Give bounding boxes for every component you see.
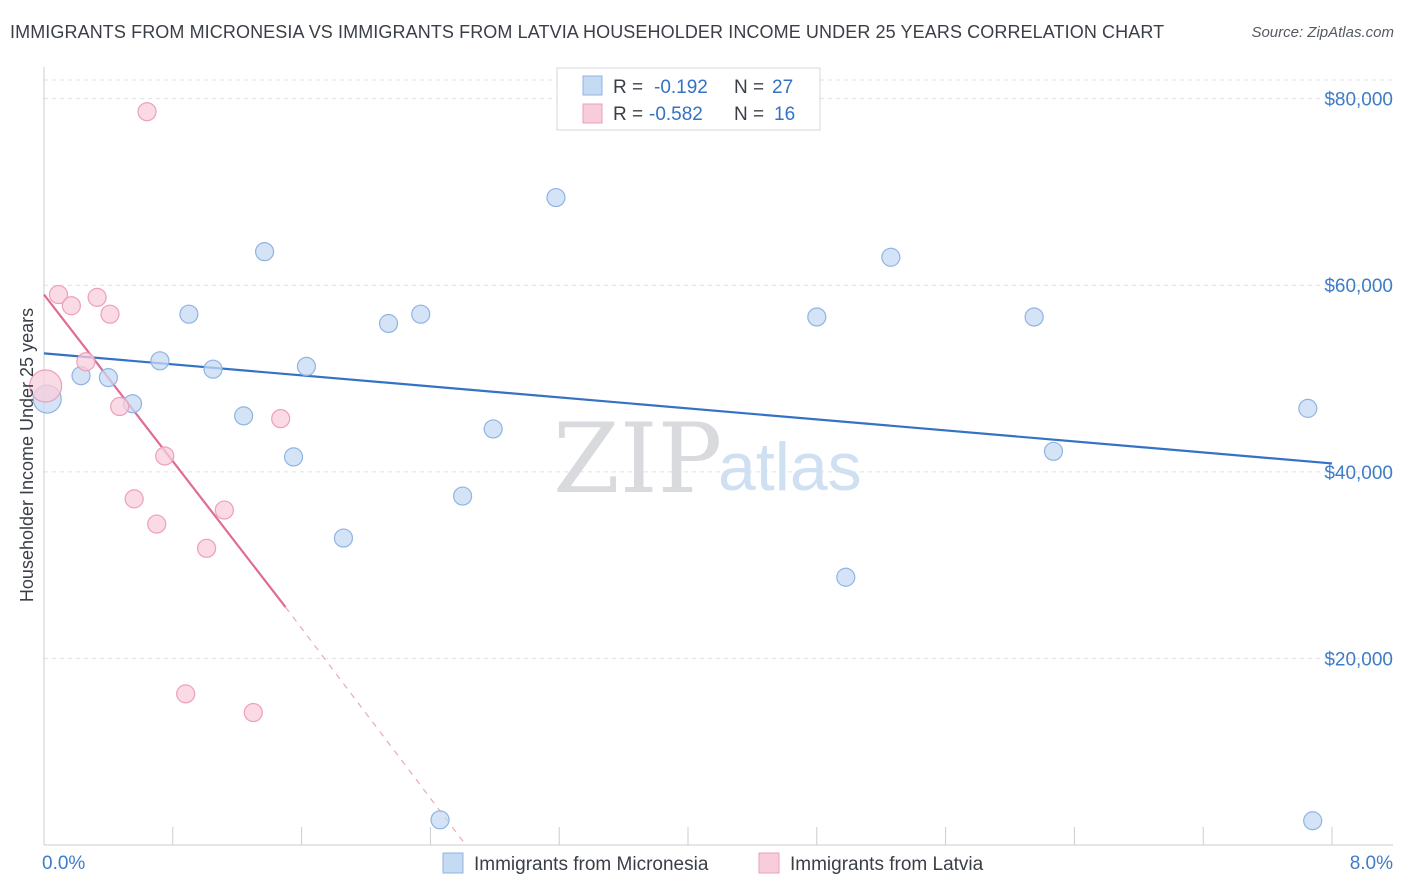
trend-line-latvia-extrapolated — [285, 606, 467, 846]
data-points — [29, 102, 1323, 831]
point-latvia — [147, 514, 167, 534]
watermark-zip: ZIP — [553, 403, 722, 515]
point-micronesia — [1303, 811, 1323, 831]
watermark: ZIP atlas — [553, 403, 862, 515]
trend-lines — [43, 293, 1333, 846]
point-latvia — [29, 369, 63, 403]
stats-n-value-micronesia: 27 — [772, 77, 793, 98]
point-micronesia — [179, 304, 199, 324]
point-micronesia — [1024, 307, 1044, 327]
stats-r-value-latvia: -0.582 — [649, 104, 703, 125]
point-latvia — [243, 702, 263, 723]
stats-n-value-latvia: 16 — [774, 104, 795, 125]
point-micronesia — [150, 351, 170, 371]
point-micronesia — [881, 247, 901, 267]
stats-r-label-latvia: R = — [613, 104, 643, 125]
legend-label-latvia: Immigrants from Latvia — [790, 854, 984, 875]
point-micronesia — [234, 406, 254, 426]
point-micronesia — [254, 242, 275, 262]
stats-swatch-latvia — [582, 103, 603, 124]
point-micronesia — [836, 567, 856, 587]
axes — [43, 67, 1393, 846]
chart-title: IMMIGRANTS FROM MICRONESIA VS IMMIGRANTS… — [10, 22, 1165, 42]
point-micronesia — [1298, 398, 1318, 418]
y-tick-label-40000: $40,000 — [1324, 463, 1393, 484]
stats-box: R = -0.192 N = 27 R = -0.582 N = 16 — [556, 67, 821, 131]
point-latvia — [124, 489, 144, 509]
point-micronesia — [296, 356, 317, 377]
y-tick-labels: $20,000 $40,000 $60,000 $80,000 — [1324, 90, 1393, 671]
point-micronesia — [378, 313, 399, 334]
y-tick-label-60000: $60,000 — [1324, 276, 1393, 297]
gridlines — [44, 79, 1393, 659]
point-micronesia — [203, 359, 223, 379]
x-tick-label-max: 8.0% — [1350, 853, 1393, 874]
point-latvia — [197, 538, 217, 558]
point-latvia — [214, 500, 234, 520]
point-latvia — [76, 352, 96, 372]
legend: Immigrants from Micronesia Immigrants fr… — [442, 852, 984, 875]
legend-label-micronesia: Immigrants from Micronesia — [474, 854, 709, 875]
point-latvia — [137, 102, 157, 122]
legend-swatch-latvia — [758, 852, 780, 874]
point-micronesia — [98, 368, 119, 388]
point-latvia — [176, 684, 196, 704]
stats-r-value-micronesia: -0.192 — [654, 77, 708, 98]
source-credit: Source: ZipAtlas.com — [1251, 24, 1394, 41]
y-tick-label-80000: $80,000 — [1324, 90, 1393, 111]
stats-swatch-micronesia — [582, 75, 603, 96]
point-latvia — [100, 304, 120, 324]
watermark-atlas: atlas — [718, 429, 862, 505]
stats-n-label-latvia: N = — [734, 104, 764, 125]
y-tick-label-20000: $20,000 — [1324, 649, 1393, 670]
trend-line-micronesia — [43, 352, 1333, 465]
point-latvia — [110, 396, 130, 417]
x-tick-label-min: 0.0% — [42, 853, 85, 874]
y-axis-label: Householder Income Under 25 years — [17, 308, 37, 602]
point-latvia — [155, 446, 175, 466]
point-micronesia — [483, 419, 503, 439]
point-latvia — [48, 284, 69, 305]
point-micronesia — [283, 447, 304, 467]
point-micronesia — [807, 307, 827, 327]
legend-swatch-micronesia — [442, 852, 464, 874]
point-latvia — [271, 409, 291, 429]
point-micronesia — [430, 810, 450, 830]
point-micronesia — [411, 304, 431, 324]
point-latvia — [61, 296, 81, 316]
stats-r-label-micronesia: R = — [613, 77, 643, 98]
point-micronesia — [333, 528, 354, 548]
point-micronesia — [453, 486, 473, 506]
stats-n-label-micronesia: N = — [734, 77, 764, 98]
point-latvia — [87, 287, 107, 307]
point-micronesia — [546, 187, 566, 208]
point-micronesia — [1043, 441, 1064, 461]
